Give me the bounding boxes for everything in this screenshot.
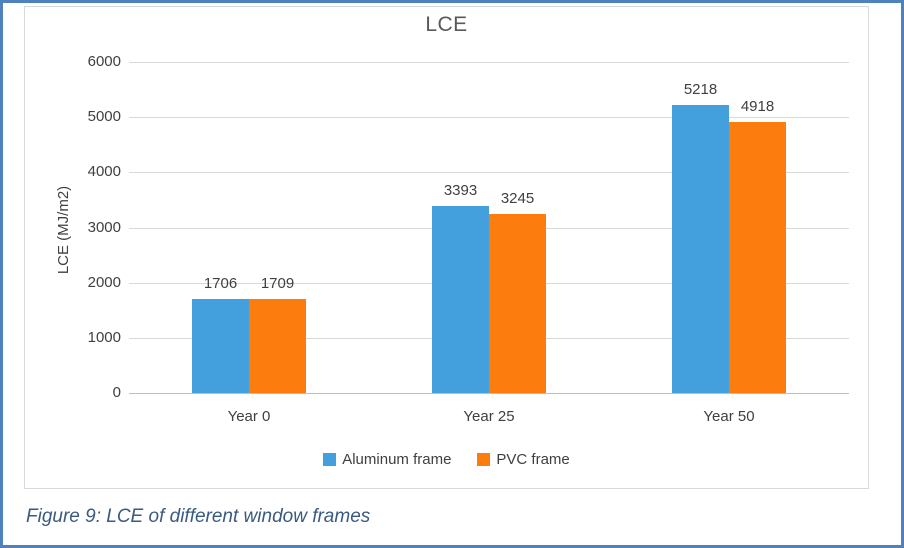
x-tick-label: Year 0 — [227, 408, 271, 425]
x-tick-label: Year 25 — [463, 408, 515, 425]
bar-pvc-frame-year-50[interactable] — [729, 122, 786, 393]
figure-caption: Figure 9: LCE of different window frames — [26, 506, 371, 527]
data-label: 4918 — [740, 98, 775, 115]
bar-aluminum-frame-year-0[interactable] — [192, 299, 249, 393]
y-tick-label: 5000 — [87, 108, 121, 126]
y-tick-label: 1000 — [87, 328, 121, 346]
gridline — [129, 62, 849, 63]
data-label: 1706 — [203, 275, 238, 292]
bar-pvc-frame-year-25[interactable] — [489, 214, 546, 393]
x-tick-label: Year 50 — [703, 408, 755, 425]
gridline — [129, 117, 849, 119]
legend-label: PVC frame — [496, 451, 570, 468]
legend-item-pvc-frame[interactable]: PVC frame — [477, 451, 570, 468]
y-tick-label: 2000 — [87, 273, 121, 291]
legend-label: Aluminum frame — [342, 451, 452, 468]
y-tick-label: 4000 — [87, 163, 121, 181]
bar-aluminum-frame-year-25[interactable] — [432, 206, 489, 393]
plot-area: 1706 1709 3393 3245 5218 4918 — [129, 62, 849, 394]
x-axis-line — [129, 393, 849, 394]
chart-legend: Aluminum frame PVC frame — [25, 451, 868, 468]
y-tick-label: 0 — [112, 384, 121, 401]
data-label: 3245 — [500, 190, 535, 207]
data-label: 3393 — [443, 182, 478, 199]
y-tick-label: 6000 — [87, 53, 121, 70]
data-label: 5218 — [683, 81, 718, 98]
data-label: 1709 — [260, 275, 295, 292]
bar-pvc-frame-year-0[interactable] — [249, 299, 306, 393]
bar-aluminum-frame-year-50[interactable] — [672, 105, 729, 393]
legend-swatch-icon — [477, 453, 491, 466]
legend-swatch-icon — [323, 453, 337, 466]
lce-bar-chart[interactable]: LCE LCE (MJ/m2) 1706 1709 3393 3245 5218 4918… — [24, 6, 869, 489]
legend-item-aluminum-frame[interactable]: Aluminum frame — [323, 451, 451, 468]
chart-title: LCE — [425, 13, 468, 36]
gridline — [129, 172, 849, 174]
y-tick-label: 3000 — [87, 218, 121, 236]
